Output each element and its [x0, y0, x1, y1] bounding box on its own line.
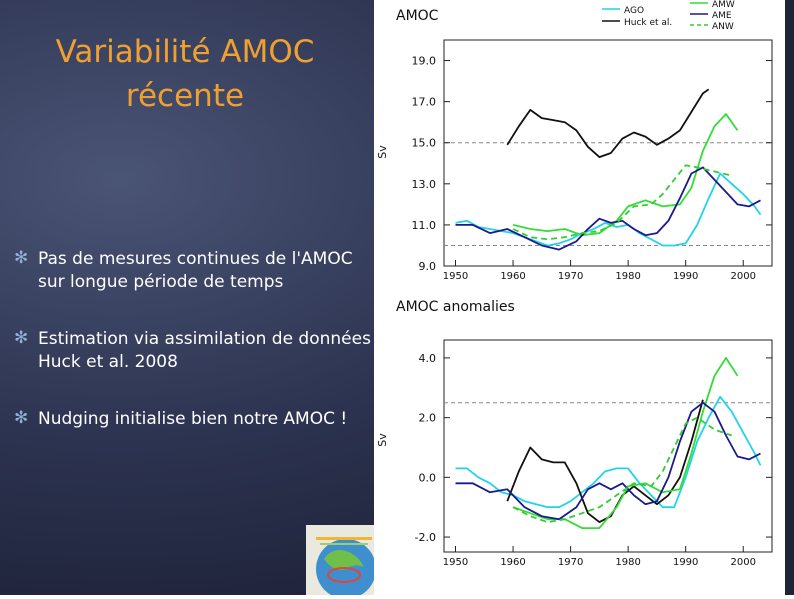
series-line-huck-et-al [506, 88, 710, 159]
bullet-text: Pas de mesures continues de l'AMOC sur l… [38, 249, 353, 292]
series-line-amw [512, 113, 739, 237]
legend-label: ANW [712, 22, 734, 32]
x-tick-label: 1960 [500, 271, 525, 282]
bullet-item: ✻ Estimation via assimilation de données … [14, 328, 374, 374]
x-tick-label: 1960 [500, 557, 525, 568]
series-line-ame [455, 166, 761, 251]
x-tick-label: 1990 [673, 271, 698, 282]
y-tick-label: 11.0 [412, 219, 437, 232]
plot-frame [443, 39, 773, 267]
chart-title: AMOC anomalies [396, 299, 515, 315]
y-tick-label: 0.0 [419, 471, 437, 484]
slide-title-line2: récente [125, 78, 245, 114]
asterisk-icon: ✻ [14, 408, 29, 428]
slide-title: Variabilité AMOC récente [20, 30, 350, 118]
y-tick-label: 13.0 [412, 178, 437, 191]
y-tick-label: 9.0 [419, 260, 437, 273]
y-tick-label: -2.0 [415, 531, 436, 544]
amoc-figure: AMOC Sv 9.0 11.0 13.0 15.0 17.0 19.0 1950 1960 197… [376, 0, 773, 568]
chart-panel-1: AMOC Sv 9.0 11.0 13.0 15.0 17.0 19.0 1950 1960 197… [376, 8, 773, 282]
chart-title: AMOC [396, 8, 439, 24]
x-tick-label: 1950 [443, 271, 468, 282]
globe-land [324, 550, 364, 570]
x-tick-label: 1970 [558, 557, 583, 568]
bullet-item: ✻ Nudging initialise bien notre AMOC ! [14, 408, 374, 431]
legend-label: Huck et al. [624, 18, 672, 28]
x-tick-label: 1990 [673, 557, 698, 568]
slide-title-line1: Variabilité AMOC [55, 34, 315, 70]
series-line-ame [455, 401, 761, 521]
series-line-anw [512, 164, 732, 241]
y-tick-label: 19.0 [412, 55, 437, 68]
logo-stripe [320, 543, 368, 545]
globe-logo-graphic [316, 537, 376, 595]
x-tick-label: 2000 [731, 557, 756, 568]
x-tick-label: 1950 [443, 557, 468, 568]
chart-panel-2: AMOC anomalies Sv -2.0 0.0 2.0 4.0 1950 1960 197… [376, 299, 773, 568]
bullet-list: ✻ Pas de mesures continues de l'AMOC sur … [14, 248, 374, 465]
legend-label: AME [712, 11, 732, 21]
series-line-huck-et-al [506, 399, 704, 523]
series-line-ago [455, 172, 762, 247]
legend-label: AGO [624, 6, 644, 16]
x-tick-label: 1980 [615, 271, 640, 282]
series-line-ago [455, 395, 762, 509]
x-tick-label: 1970 [558, 271, 583, 282]
y-tick-label: 15.0 [412, 137, 437, 150]
x-tick-label: 1980 [615, 557, 640, 568]
figure-panel: AMOC Sv 9.0 11.0 13.0 15.0 17.0 19.0 1950 1960 197… [374, 0, 794, 595]
globe-logo-icon [306, 525, 376, 595]
y-axis-label: Sv [376, 145, 389, 159]
legend-label: AMW [712, 0, 735, 10]
slide-edge [785, 0, 794, 595]
bullet-item: ✻ Pas de mesures continues de l'AMOC sur … [14, 248, 374, 294]
plot-frame [443, 339, 773, 553]
y-tick-label: 2.0 [419, 412, 437, 425]
asterisk-icon: ✻ [14, 328, 29, 348]
series-line-anw [512, 416, 732, 523]
series-line-amw [512, 356, 739, 529]
asterisk-icon: ✻ [14, 248, 29, 268]
logo-stripe [316, 537, 372, 540]
y-tick-label: 4.0 [419, 352, 437, 365]
bullet-text: Nudging initialise bien notre AMOC ! [38, 409, 348, 429]
globe-loop [327, 567, 361, 583]
x-tick-label: 2000 [731, 271, 756, 282]
bullet-text: Estimation via assimilation de données H… [38, 329, 371, 372]
y-axis-label: Sv [376, 433, 389, 447]
y-tick-label: 17.0 [412, 96, 437, 109]
